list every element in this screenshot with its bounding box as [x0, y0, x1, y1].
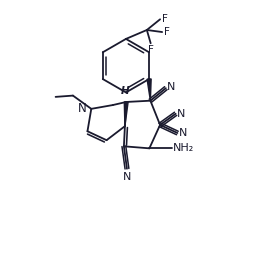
Text: N: N — [167, 82, 176, 92]
Text: N: N — [123, 172, 131, 182]
Text: N: N — [78, 102, 87, 115]
Text: F: F — [164, 27, 170, 37]
Text: NH₂: NH₂ — [173, 143, 195, 153]
Text: N: N — [179, 128, 187, 138]
Text: F: F — [162, 14, 168, 24]
Text: F: F — [148, 45, 154, 55]
Polygon shape — [147, 79, 151, 101]
Polygon shape — [124, 102, 128, 126]
Text: N: N — [177, 109, 186, 119]
Text: H: H — [121, 86, 129, 96]
